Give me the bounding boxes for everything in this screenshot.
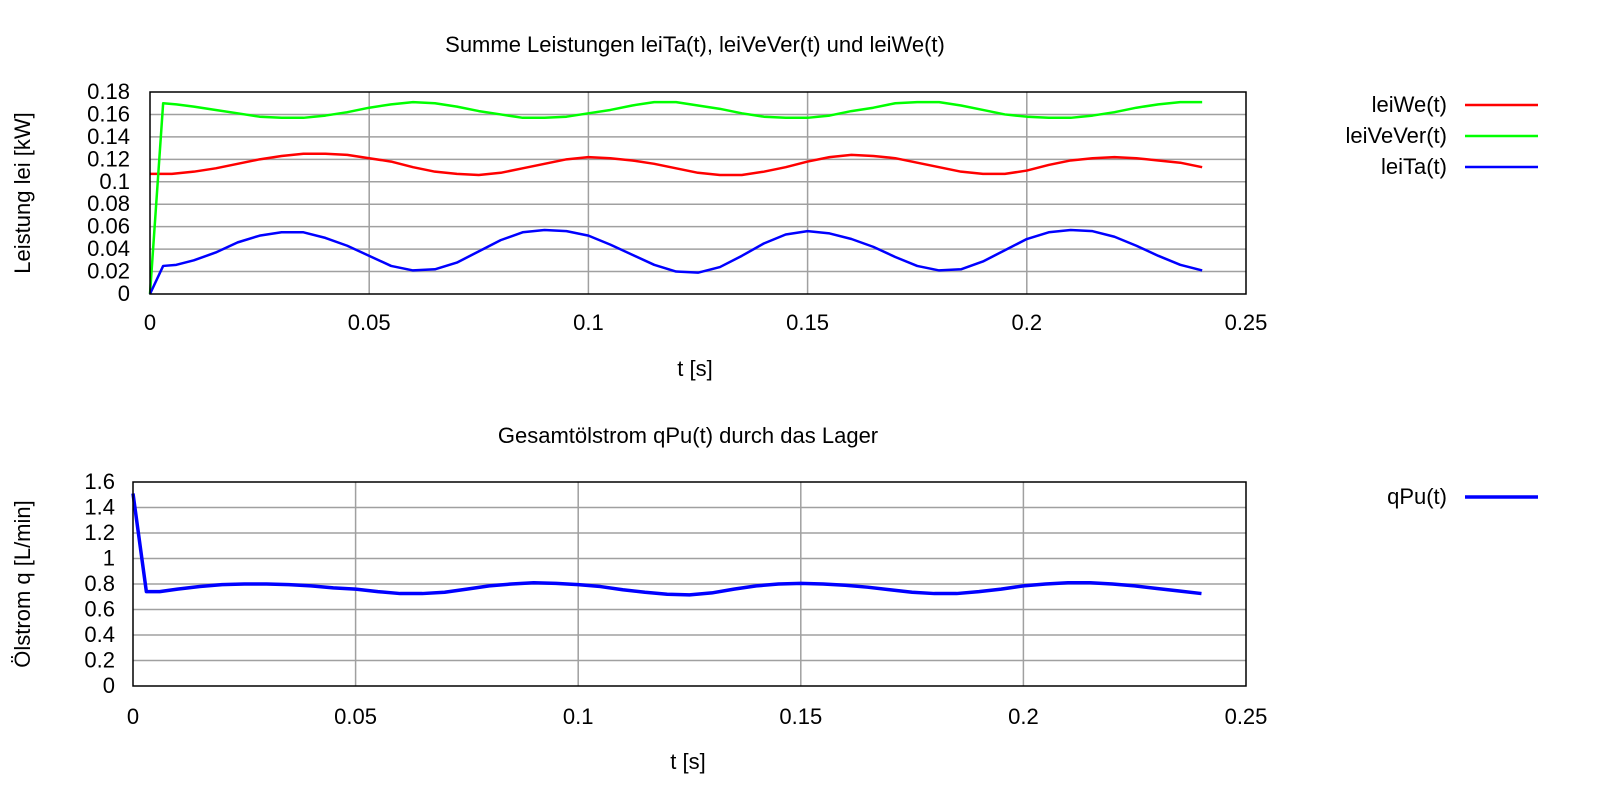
chart-oilflow-xtick-label: 0.1 xyxy=(563,704,594,729)
chart-power-ytick-label: 0.12 xyxy=(87,146,130,171)
chart-oilflow-xlabel: t [s] xyxy=(670,749,705,774)
chart-power-xticks: 0 0.05 0.1 0.15 0.2 0.25 xyxy=(144,310,1268,335)
series-line-qpu-t xyxy=(131,493,1202,597)
chart-power-grid xyxy=(150,92,1246,294)
chart-oilflow-ytick-label: 0.8 xyxy=(84,571,115,596)
chart-oilflow-xtick-label: 0.2 xyxy=(1008,704,1039,729)
legend-label-qpu-t: qPu(t) xyxy=(1387,484,1447,509)
chart-power-ytick-label: 0.14 xyxy=(87,124,130,149)
chart-oilflow-xtick-label: 0 xyxy=(127,704,139,729)
chart-power-legend: leiWe(t) leiVeVer(t) leiTa(t) xyxy=(1346,92,1538,179)
legend-label-leiwe-t: leiWe(t) xyxy=(1372,92,1447,117)
chart-oilflow-xtick-label: 0.15 xyxy=(779,704,822,729)
chart-oilflow-ytick-label: 0.2 xyxy=(84,648,115,673)
chart-power-ytick-label: 0.02 xyxy=(87,259,130,284)
chart-power-ytick-label: 0.08 xyxy=(87,191,130,216)
chart-power-title: Summe Leistungen leiTa(t), leiVeVer(t) u… xyxy=(445,32,945,57)
chart-power-ytick-label: 0.1 xyxy=(99,169,130,194)
chart-power-xtick-label: 0.2 xyxy=(1012,310,1043,335)
chart-power-xtick-label: 0.1 xyxy=(573,310,604,335)
chart-oilflow-ytick-label: 0 xyxy=(103,673,115,698)
chart-power-ytick-label: 0.18 xyxy=(87,79,130,104)
chart-power-ytick-label: 0.16 xyxy=(87,101,130,126)
chart-oilflow-ylabel: Ölstrom q [L/min] xyxy=(10,500,35,667)
chart-power-series xyxy=(148,100,1203,295)
chart-oilflow-ytick-label: 1 xyxy=(103,546,115,571)
chart-power-ytick-label: 0.06 xyxy=(87,214,130,239)
chart-oilflow-series xyxy=(131,493,1202,597)
chart-oilflow-ytick-label: 0.6 xyxy=(84,597,115,622)
chart-power-xlabel: t [s] xyxy=(677,356,712,381)
chart-power-yticks: 00.020.040.060.080.10.120.140.160.18 xyxy=(87,79,130,306)
chart-power-ylabel: Leistung lei [kW] xyxy=(10,112,35,273)
chart-power-xtick-label: 0 xyxy=(144,310,156,335)
chart-oilflow-frame xyxy=(132,481,1247,687)
chart-oilflow-xtick-label: 0.25 xyxy=(1225,704,1268,729)
legend-label-leita-t: leiTa(t) xyxy=(1381,154,1447,179)
chart-power-xtick-label: 0.15 xyxy=(786,310,829,335)
series-line-leiwe-t xyxy=(150,152,1203,177)
series-line-leivever-t xyxy=(148,100,1203,295)
chart-power-frame xyxy=(149,91,1247,295)
chart-power-ytick-label: 0 xyxy=(118,281,130,306)
chart-oilflow-legend: qPu(t) xyxy=(1387,484,1538,509)
chart-oilflow: Gesamtölstrom qPu(t) durch das Lager 0 0.… xyxy=(10,423,1538,774)
series-line-leita-t xyxy=(148,228,1203,295)
chart-oilflow-ytick-label: 0.4 xyxy=(84,622,115,647)
chart-oilflow-ytick-label: 1.4 xyxy=(84,495,115,520)
chart-power-ytick-label: 0.04 xyxy=(87,236,130,261)
chart-oilflow-ytick-label: 1.6 xyxy=(84,469,115,494)
chart-oilflow-ytick-label: 1.2 xyxy=(84,520,115,545)
chart-oilflow-yticks: 00.20.40.60.811.21.41.6 xyxy=(84,469,115,698)
chart-oilflow-xticks: 0 0.05 0.1 0.15 0.2 0.25 xyxy=(127,704,1268,729)
chart-power-xtick-label: 0.25 xyxy=(1225,310,1268,335)
chart-power-xtick-label: 0.05 xyxy=(348,310,391,335)
chart-oilflow-xtick-label: 0.05 xyxy=(334,704,377,729)
legend-label-leivever-t: leiVeVer(t) xyxy=(1346,123,1448,148)
chart-oilflow-title: Gesamtölstrom qPu(t) durch das Lager xyxy=(498,423,878,448)
chart-power: Summe Leistungen leiTa(t), leiVeVer(t) u… xyxy=(10,32,1538,381)
